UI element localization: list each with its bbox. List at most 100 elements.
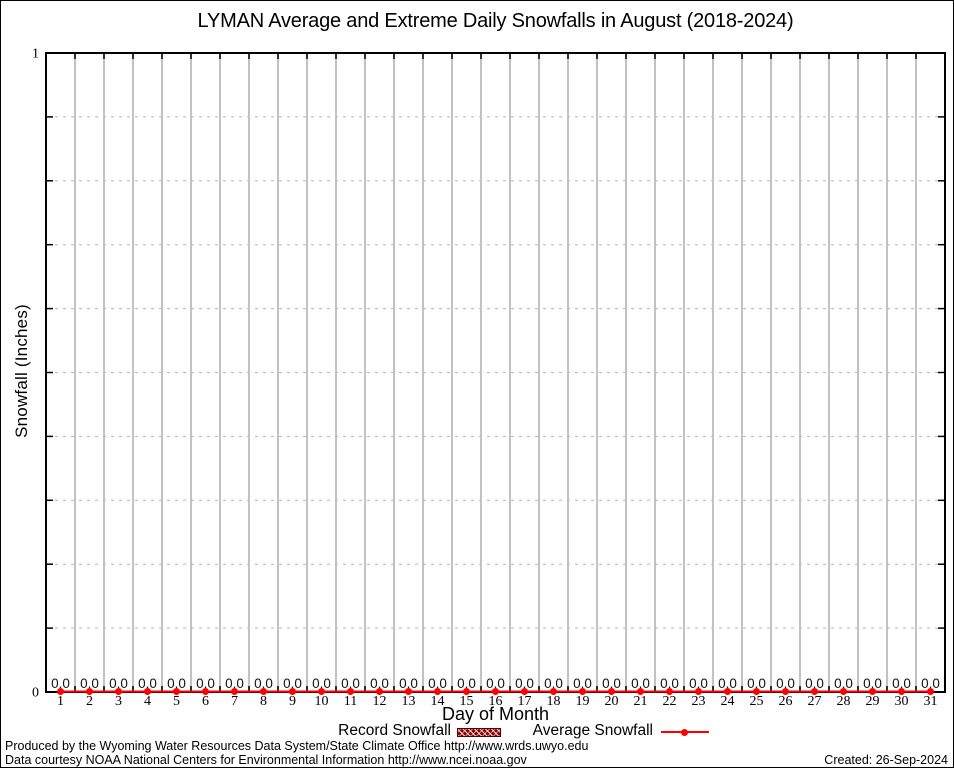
- x-tick-label: 10: [315, 694, 329, 709]
- x-tick-label: 6: [202, 694, 209, 709]
- value-label: 0.0: [312, 676, 331, 691]
- value-label: 0.0: [660, 676, 679, 691]
- x-tick-label: 31: [924, 694, 938, 709]
- data-point: [376, 688, 383, 695]
- data-point: [724, 688, 731, 695]
- average-snowfall-point-icon: [681, 728, 688, 736]
- data-point: [753, 688, 760, 695]
- data-point: [289, 688, 296, 695]
- x-tick-label: 29: [866, 694, 880, 709]
- data-point: [173, 688, 180, 695]
- value-label: 0.0: [196, 676, 215, 691]
- value-label: 0.0: [776, 676, 795, 691]
- data-point: [637, 688, 644, 695]
- value-label: 0.0: [631, 676, 650, 691]
- data-point: [666, 688, 673, 695]
- x-tick-label: 19: [576, 694, 590, 709]
- y-tick-label: 1: [32, 47, 39, 62]
- data-point: [260, 688, 267, 695]
- value-label: 0.0: [602, 676, 621, 691]
- value-label: 0.0: [428, 676, 447, 691]
- data-point: [347, 688, 354, 695]
- data-point: [869, 688, 876, 695]
- data-point: [202, 688, 209, 695]
- value-label: 0.0: [370, 676, 389, 691]
- y-tick-label: 0: [32, 686, 39, 701]
- x-tick-label: 7: [231, 694, 238, 709]
- x-tick-label: 27: [808, 694, 822, 709]
- value-label: 0.0: [863, 676, 882, 691]
- value-label: 0.0: [225, 676, 244, 691]
- x-tick-label: 12: [373, 694, 387, 709]
- x-tick-label: 25: [750, 694, 764, 709]
- data-point: [550, 688, 557, 695]
- value-label: 0.0: [457, 676, 476, 691]
- x-tick-label: 26: [779, 694, 793, 709]
- x-tick-label: 16: [489, 694, 503, 709]
- x-tick-label: 4: [144, 694, 151, 709]
- x-tick-label: 17: [518, 694, 532, 709]
- x-tick-label: 1: [57, 694, 64, 709]
- value-label: 0.0: [747, 676, 766, 691]
- data-point: [86, 688, 93, 695]
- value-label: 0.0: [718, 676, 737, 691]
- x-tick-label: 22: [663, 694, 677, 709]
- x-tick-label: 20: [605, 694, 619, 709]
- data-point: [434, 688, 441, 695]
- x-tick-label: 8: [260, 694, 267, 709]
- footer-data-courtesy: Data courtesy NOAA National Centers for …: [5, 753, 527, 767]
- x-tick-label: 3: [115, 694, 122, 709]
- average-snowfall-line-icon: [661, 728, 709, 736]
- data-point: [231, 688, 238, 695]
- value-label: 0.0: [341, 676, 360, 691]
- x-axis-title: Day of Month: [441, 704, 550, 724]
- data-point: [695, 688, 702, 695]
- value-label: 0.0: [51, 676, 70, 691]
- data-point: [492, 688, 499, 695]
- data-point: [782, 688, 789, 695]
- data-point: [521, 688, 528, 695]
- data-point: [144, 688, 151, 695]
- value-label: 0.0: [515, 676, 534, 691]
- x-tick-label: 5: [173, 694, 180, 709]
- x-tick-label: 15: [460, 694, 474, 709]
- chart-title: LYMAN Average and Extreme Daily Snowfall…: [197, 10, 794, 32]
- x-tick-label: 21: [634, 694, 648, 709]
- x-tick-label: 9: [289, 694, 296, 709]
- data-point: [840, 688, 847, 695]
- value-label: 0.0: [805, 676, 824, 691]
- data-point: [463, 688, 470, 695]
- data-point: [57, 688, 64, 695]
- data-point: [405, 688, 412, 695]
- legend: Record Snowfall Average Snowfall: [1, 722, 953, 740]
- value-label: 0.0: [167, 676, 186, 691]
- x-tick-label: 11: [344, 694, 357, 709]
- legend-record-label: Record Snowfall: [338, 722, 451, 739]
- value-label: 0.0: [689, 676, 708, 691]
- value-label: 0.0: [834, 676, 853, 691]
- record-snowfall-swatch-icon: [457, 728, 501, 737]
- value-label: 0.0: [399, 676, 418, 691]
- data-point: [318, 688, 325, 695]
- data-point: [811, 688, 818, 695]
- value-label: 0.0: [80, 676, 99, 691]
- x-tick-label: 2: [86, 694, 93, 709]
- value-label: 0.0: [486, 676, 505, 691]
- data-point: [579, 688, 586, 695]
- x-tick-label: 28: [837, 694, 851, 709]
- data-point: [927, 688, 934, 695]
- value-label: 0.0: [921, 676, 940, 691]
- footer-produced-by: Produced by the Wyoming Water Resources …: [5, 739, 589, 753]
- value-label: 0.0: [892, 676, 911, 691]
- data-point: [115, 688, 122, 695]
- x-tick-label: 23: [692, 694, 706, 709]
- footer-created-date: Created: 26-Sep-2024: [824, 753, 948, 767]
- data-point: [898, 688, 905, 695]
- x-tick-label: 13: [402, 694, 416, 709]
- x-tick-label: 24: [721, 694, 735, 709]
- x-tick-label: 30: [895, 694, 909, 709]
- value-label: 0.0: [138, 676, 157, 691]
- value-label: 0.0: [544, 676, 563, 691]
